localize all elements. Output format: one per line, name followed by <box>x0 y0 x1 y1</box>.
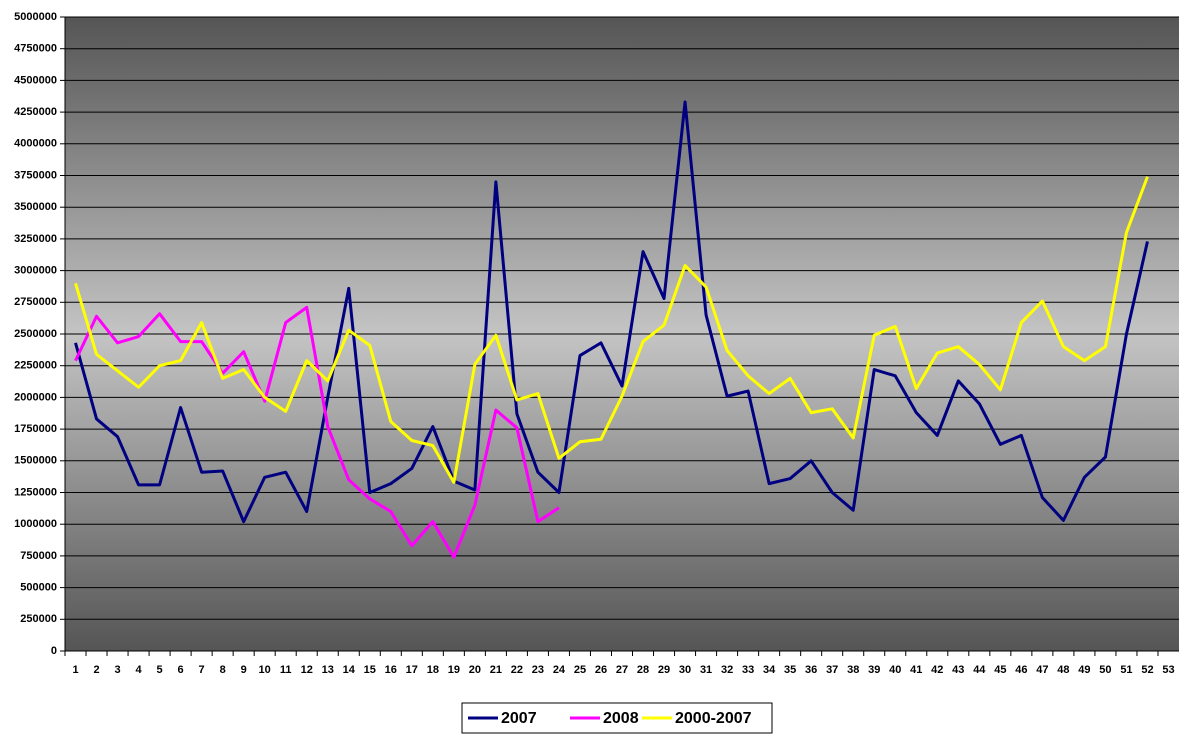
y-tick-label: 3750000 <box>14 169 57 181</box>
x-tick-label: 21 <box>490 664 502 676</box>
x-tick-label: 23 <box>532 664 544 676</box>
y-tick-label: 0 <box>51 645 57 657</box>
x-tick-label: 8 <box>220 664 226 676</box>
x-tick-label: 38 <box>847 664 859 676</box>
x-tick-label: 18 <box>427 664 439 676</box>
x-tick-label: 26 <box>595 664 607 676</box>
x-tick-label: 7 <box>199 664 205 676</box>
x-tick-label: 47 <box>1036 664 1048 676</box>
y-tick-label: 2000000 <box>14 391 57 403</box>
x-tick-label: 49 <box>1078 664 1090 676</box>
x-tick-label: 12 <box>301 664 313 676</box>
x-tick-label: 4 <box>136 664 143 676</box>
x-tick-label: 37 <box>826 664 838 676</box>
x-tick-label: 15 <box>364 664 376 676</box>
x-tick-label: 46 <box>1015 664 1027 676</box>
y-tick-label: 4750000 <box>14 43 57 55</box>
y-tick-label: 1750000 <box>14 423 57 435</box>
legend-label: 2007 <box>501 710 537 727</box>
y-tick-label: 2250000 <box>14 360 57 372</box>
y-tick-label: 3250000 <box>14 233 57 245</box>
x-tick-label: 29 <box>658 664 670 676</box>
x-tick-label: 31 <box>700 664 712 676</box>
x-tick-label: 45 <box>994 664 1006 676</box>
x-tick-label: 28 <box>637 664 649 676</box>
y-tick-label: 1250000 <box>14 486 57 498</box>
x-tick-label: 35 <box>784 664 796 676</box>
legend-label: 2000-2007 <box>675 710 752 727</box>
y-tick-label: 1500000 <box>14 455 57 467</box>
x-tick-label: 13 <box>322 664 334 676</box>
x-tick-label: 3 <box>114 664 120 676</box>
x-tick-label: 39 <box>868 664 880 676</box>
y-tick-label: 4250000 <box>14 106 57 118</box>
x-tick-label: 42 <box>931 664 943 676</box>
x-tick-label: 16 <box>385 664 397 676</box>
x-tick-label: 5 <box>157 664 163 676</box>
x-tick-label: 43 <box>952 664 964 676</box>
y-tick-label: 500000 <box>20 582 57 594</box>
x-tick-label: 9 <box>241 664 247 676</box>
series-line <box>74 100 1149 524</box>
y-tick-label: 1000000 <box>14 518 57 530</box>
y-tick-label: 250000 <box>20 613 57 625</box>
x-tick-label: 36 <box>805 664 817 676</box>
x-tick-label: 2 <box>93 664 99 676</box>
x-tick-label: 52 <box>1141 664 1153 676</box>
x-tick-label: 25 <box>574 664 586 676</box>
y-tick-label: 4500000 <box>14 74 57 86</box>
x-tick-label: 40 <box>889 664 901 676</box>
series-line <box>74 176 1149 484</box>
y-tick-label: 750000 <box>20 550 57 562</box>
x-tick-label: 30 <box>679 664 691 676</box>
y-tick-label: 2500000 <box>14 328 57 340</box>
x-tick-label: 53 <box>1162 664 1174 676</box>
x-tick-label: 44 <box>973 664 986 676</box>
x-tick-label: 19 <box>448 664 460 676</box>
x-tick-label: 51 <box>1120 664 1132 676</box>
y-tick-label: 2750000 <box>14 296 57 308</box>
y-tick-label: 3500000 <box>14 201 57 213</box>
legend-label: 2008 <box>603 710 639 727</box>
x-tick-label: 6 <box>178 664 184 676</box>
x-tick-label: 20 <box>469 664 481 676</box>
x-tick-label: 48 <box>1057 664 1069 676</box>
series-line <box>74 305 560 559</box>
x-tick-label: 1 <box>72 664 78 676</box>
x-tick-label: 14 <box>343 664 356 676</box>
x-tick-label: 34 <box>763 664 776 676</box>
x-tick-label: 27 <box>616 664 628 676</box>
x-tick-label: 10 <box>259 664 271 676</box>
x-tick-label: 33 <box>742 664 754 676</box>
y-tick-label: 3000000 <box>14 265 57 277</box>
x-tick-label: 32 <box>721 664 733 676</box>
y-tick-label: 4000000 <box>14 138 57 150</box>
x-tick-label: 41 <box>910 664 922 676</box>
legend <box>461 702 773 734</box>
x-tick-label: 22 <box>511 664 523 676</box>
x-tick-label: 24 <box>553 664 566 676</box>
x-tick-label: 11 <box>280 664 292 676</box>
x-tick-label: 17 <box>406 664 418 676</box>
y-tick-label: 5000000 <box>14 11 57 23</box>
x-tick-label: 50 <box>1099 664 1111 676</box>
